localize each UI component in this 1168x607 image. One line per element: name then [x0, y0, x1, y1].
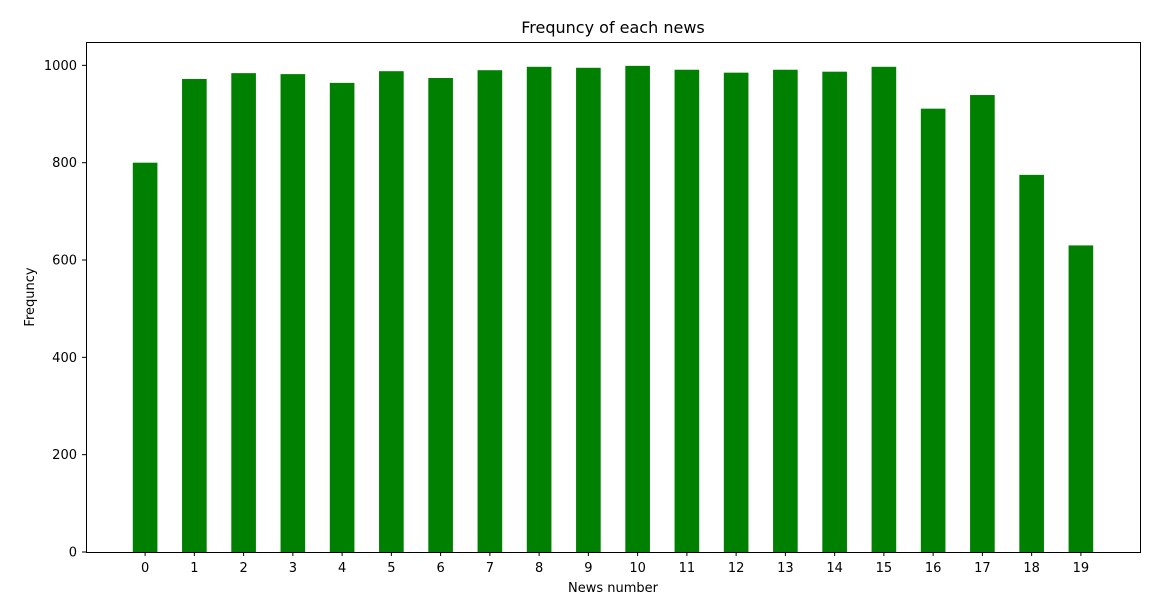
bar-5	[379, 71, 404, 552]
x-tick-label: 9	[584, 561, 592, 576]
x-axis-ticks: 0 1 2 3 4 5 6 7 8 9 10 11 12 13 14 15 16 17 18 19	[141, 552, 1089, 576]
bar-17	[970, 95, 995, 553]
bar-18	[1019, 174, 1044, 552]
y-tick-label: 600	[52, 254, 77, 269]
x-tick-label: 17	[974, 561, 991, 576]
plot-frame	[86, 42, 1141, 553]
x-axis-label: News number	[568, 581, 659, 596]
x-tick-label: 4	[338, 561, 346, 576]
bar-3	[280, 74, 306, 553]
y-tick-label: 0	[69, 546, 77, 561]
x-tick-label: 5	[387, 561, 395, 576]
bar-10	[625, 65, 650, 552]
x-tick-label: 7	[486, 561, 494, 576]
x-tick-label: 18	[1023, 561, 1040, 576]
y-tick-label: 800	[52, 156, 77, 171]
x-tick-label: 1	[190, 561, 198, 576]
x-tick-label: 10	[629, 561, 646, 576]
x-tick-label: 14	[826, 561, 843, 576]
bar-15	[871, 66, 897, 553]
x-tick-label: 11	[679, 561, 696, 576]
y-axis-label: Frequncy	[23, 267, 38, 326]
x-tick-label: 12	[728, 561, 745, 576]
bar-9	[576, 67, 601, 552]
y-axis-ticks: 0 200 400 600 800 1000	[44, 59, 86, 561]
x-tick-label: 13	[777, 561, 794, 576]
bar-1	[182, 78, 207, 552]
bar-4	[329, 82, 355, 552]
bar-13	[773, 69, 798, 552]
bars-group	[132, 65, 1094, 553]
x-tick-label: 15	[876, 561, 893, 576]
bar-2	[231, 73, 256, 553]
y-tick-label: 400	[52, 351, 77, 366]
chart-title: Frequncy of each news	[521, 18, 704, 37]
x-tick-label: 8	[535, 561, 543, 576]
bar-16	[920, 108, 946, 552]
bar-14	[822, 71, 847, 552]
bar-6	[428, 78, 453, 553]
x-tick-label: 0	[141, 561, 149, 576]
bar-11	[674, 69, 700, 552]
bar-19	[1068, 245, 1094, 553]
y-tick-label: 200	[52, 448, 77, 463]
bar-12	[723, 72, 749, 553]
x-tick-label: 2	[239, 561, 247, 576]
bar-0	[132, 162, 158, 553]
x-tick-label: 16	[925, 561, 942, 576]
x-tick-label: 6	[436, 561, 444, 576]
x-tick-label: 19	[1073, 561, 1090, 576]
y-tick-label: 1000	[44, 59, 77, 74]
bar-8	[526, 66, 552, 553]
bar-7	[477, 70, 503, 552]
x-tick-label: 3	[289, 561, 297, 576]
